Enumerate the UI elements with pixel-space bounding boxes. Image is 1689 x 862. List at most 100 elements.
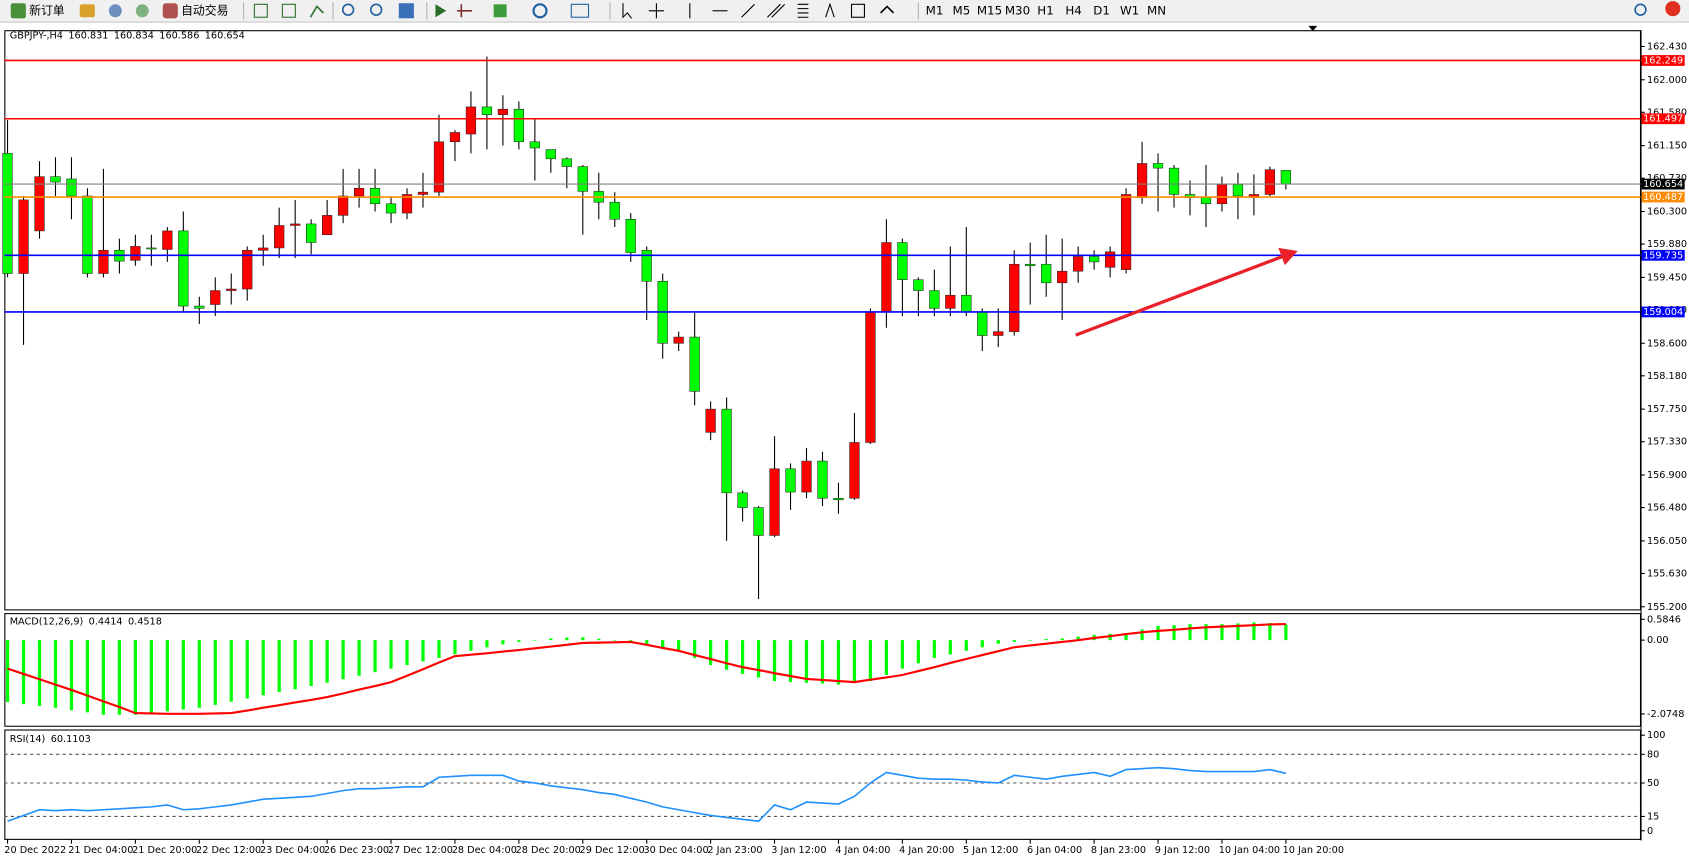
candle-body <box>929 290 940 309</box>
candle-body <box>337 195 349 216</box>
macd-bar <box>245 640 249 699</box>
plot: 162.430 162.000 161.580 161.150 160.730 160.3… <box>2 31 1687 856</box>
icon[interactable] <box>369 3 383 16</box>
timeframe-button[interactable]: H4 <box>1065 3 1081 17</box>
icon[interactable] <box>10 3 26 19</box>
candle-body <box>689 336 700 392</box>
timeframe-button[interactable]: M5 <box>953 3 971 17</box>
macd-bar <box>181 640 185 710</box>
price-label-bg <box>1641 178 1685 190</box>
macd-bar <box>437 640 441 658</box>
icon[interactable] <box>281 3 296 18</box>
icon[interactable] <box>135 4 149 18</box>
macd-bar <box>453 640 457 655</box>
icon[interactable] <box>570 3 590 18</box>
macd-bar <box>101 640 106 715</box>
icon[interactable] <box>797 3 809 18</box>
timeframe-button[interactable]: M1 <box>926 3 944 17</box>
y-tick-label: 157.330 <box>1647 437 1687 448</box>
panel-header: RSI(14) 60.1103 <box>10 734 91 745</box>
toolbar-button-label[interactable]: 自动交易 <box>181 3 228 17</box>
icon[interactable] <box>108 4 122 18</box>
y-tick-label: 15 <box>1647 811 1659 822</box>
candle-body <box>1264 169 1276 195</box>
icon[interactable] <box>850 3 865 18</box>
candle-body <box>290 223 301 226</box>
macd-bar <box>501 640 505 645</box>
macd-bar <box>165 640 169 712</box>
y-tick-label: 160.730 <box>1647 173 1687 184</box>
macd-bar <box>661 640 665 648</box>
macd-bar <box>1236 623 1240 641</box>
y-tick-label: 159.880 <box>1647 239 1687 250</box>
icon[interactable] <box>880 5 895 14</box>
icon[interactable] <box>457 4 473 18</box>
icon[interactable] <box>435 4 447 18</box>
timeframe-button[interactable]: W1 <box>1120 3 1139 17</box>
signal-line <box>7 622 1286 715</box>
macd-bar <box>277 640 281 693</box>
candle-body <box>1120 194 1132 270</box>
candle-body <box>513 108 524 143</box>
y-tick-label: 159.450 <box>1647 272 1687 283</box>
search-icon[interactable] <box>1634 3 1647 16</box>
arrow-shaft <box>1075 254 1284 337</box>
macd-bar <box>852 640 857 683</box>
price-label: 159.735 <box>1643 250 1683 261</box>
macd-bar <box>740 640 745 674</box>
header-value: 160.586 <box>159 31 199 42</box>
macd-bar <box>341 640 345 680</box>
icon[interactable] <box>648 3 664 19</box>
icon[interactable] <box>341 3 355 16</box>
timeframe-button[interactable]: H1 <box>1037 3 1053 17</box>
icon[interactable] <box>532 3 548 19</box>
candle-body <box>1025 263 1036 267</box>
icon[interactable] <box>493 4 507 18</box>
timeframe-button[interactable]: M30 <box>1005 3 1030 17</box>
icon[interactable] <box>622 3 633 19</box>
candle-body <box>210 290 221 305</box>
macd-bar <box>229 640 233 702</box>
candle-body <box>98 249 109 274</box>
timeframe-button[interactable]: M15 <box>977 3 1002 17</box>
candle-body <box>306 223 317 243</box>
candle-body <box>993 331 1004 336</box>
icon[interactable] <box>825 2 835 18</box>
x-tick-label: 23 Dec 04:00 <box>260 845 325 856</box>
y-tick-label: 160.300 <box>1647 207 1687 218</box>
macd-bar <box>1156 625 1160 641</box>
candle-body <box>497 108 509 115</box>
candle-body <box>242 249 253 290</box>
icon[interactable] <box>767 3 786 18</box>
price-label: 160.487 <box>1643 192 1683 203</box>
icon[interactable] <box>309 5 324 18</box>
macd-bar <box>549 638 553 641</box>
header-value: 60.1103 <box>51 734 91 745</box>
toolbar-button-label[interactable]: 新订单 <box>29 3 65 17</box>
notification-icon[interactable] <box>1665 1 1681 17</box>
timeframe-button[interactable]: MN <box>1147 3 1166 17</box>
icon[interactable] <box>253 3 268 18</box>
macd-bar <box>85 640 90 713</box>
macd-bar <box>1268 623 1272 641</box>
candle-body <box>561 158 572 167</box>
y-tick-label: 0.00 <box>1647 635 1669 646</box>
icon[interactable] <box>398 3 414 19</box>
macd-bar <box>1060 638 1064 641</box>
macd-bar <box>1252 622 1256 641</box>
timeframe-button[interactable]: D1 <box>1093 3 1110 17</box>
candle-body <box>609 201 620 220</box>
icon[interactable] <box>162 3 178 19</box>
candle-body <box>481 106 493 115</box>
icon[interactable] <box>741 3 755 18</box>
candle-body <box>545 149 556 160</box>
price-label-bg <box>1641 191 1685 203</box>
macd-bar <box>133 640 137 715</box>
icon[interactable] <box>79 4 95 18</box>
y-tick-label: 0.5846 <box>1647 614 1681 625</box>
candle-body <box>433 141 445 193</box>
candle-body <box>529 141 540 149</box>
x-tick-label: 21 Dec 20:00 <box>132 845 197 856</box>
macd-bar <box>1284 624 1288 641</box>
